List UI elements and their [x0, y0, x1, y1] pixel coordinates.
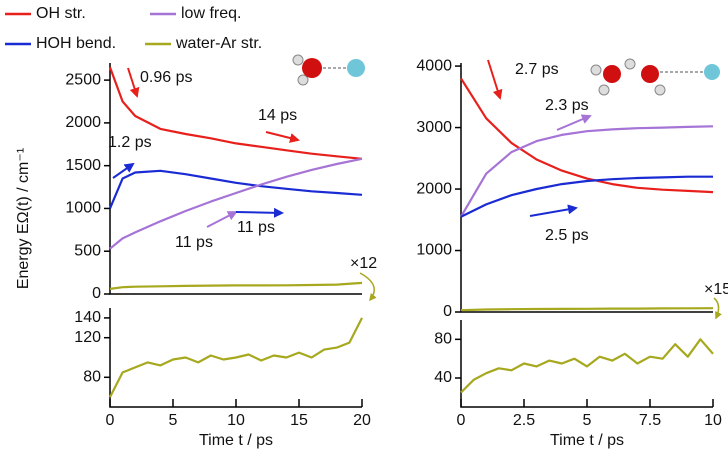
series-line [460, 77, 714, 194]
y-tick-label: 500 [74, 242, 101, 259]
x-tick-label: 10 [227, 412, 245, 429]
y-tick-label: 1500 [65, 157, 101, 174]
series-line [108, 66, 363, 160]
annotation-arrow [529, 204, 578, 217]
y-tick-label: 1000 [416, 242, 452, 259]
x-tick-label: 7.5 [639, 412, 661, 429]
annotation-arrow [265, 131, 300, 143]
axes [460, 320, 713, 408]
x-tick-label: 5 [583, 412, 592, 429]
series-line [460, 125, 714, 218]
annotation: 2.7 ps [515, 61, 559, 78]
y-tick-label: 0 [443, 303, 452, 320]
molecule-left [292, 54, 365, 86]
y-tick-label: 120 [74, 329, 101, 346]
series-line [108, 169, 363, 209]
y-tick-label: 2000 [416, 180, 452, 197]
y-tick-label: 80 [434, 331, 452, 348]
series-line [460, 338, 714, 394]
series-line [109, 281, 363, 290]
x-axis-label: Time t / ps [199, 432, 273, 449]
legend-label: low freq. [181, 5, 241, 22]
x-tick-label: 15 [290, 412, 308, 429]
annotation-arrow [487, 59, 503, 100]
x-tick-label: 10 [704, 412, 722, 429]
legend-label: HOH bend. [36, 35, 116, 52]
annotation: ×12 [350, 255, 377, 272]
x-axis-label: Time t / ps [550, 432, 624, 449]
y-tick-label: 4000 [416, 57, 452, 74]
annotation-arrow [713, 297, 722, 320]
y-tick-label: 2000 [65, 114, 101, 131]
y-tick-label: 80 [83, 369, 101, 386]
series-line [109, 317, 363, 398]
annotation: ×15 [704, 281, 728, 298]
x-tick-label: 20 [353, 412, 371, 429]
legend-label: OH str. [36, 5, 86, 22]
annotation-arrow [127, 67, 140, 98]
annotation: 11 ps [237, 219, 275, 236]
annotation-arrow [112, 162, 135, 179]
annotation-arrow [556, 114, 592, 131]
y-tick-label: 2500 [65, 71, 101, 88]
x-tick-label: 0 [106, 412, 115, 429]
y-tick-label: 140 [74, 309, 101, 326]
annotation-arrow [206, 211, 238, 228]
annotation: 1.2 ps [108, 134, 152, 151]
annotation: 14 ps [258, 107, 297, 124]
annotation: 2.3 ps [545, 97, 589, 114]
annotation: 2.5 ps [545, 227, 589, 244]
molecule-right [590, 58, 720, 96]
legend-label: water-Ar str. [175, 35, 262, 52]
x-tick-label: 0 [457, 412, 466, 429]
series-line [460, 175, 713, 218]
series-line [460, 307, 714, 312]
annotation: 11 ps [175, 234, 213, 251]
series-line [109, 157, 363, 250]
annotation-arrow [359, 272, 377, 302]
y-tick-label: 0 [92, 285, 101, 302]
axes [109, 63, 362, 295]
x-tick-label: 5 [169, 412, 178, 429]
y-tick-label: 40 [434, 369, 452, 386]
y-tick-label: 3000 [416, 119, 452, 136]
x-tick-label: 2.5 [513, 412, 535, 429]
y-axis-label: Energy EΩ(t) / cm⁻¹ [15, 148, 32, 289]
y-tick-label: 1000 [65, 200, 101, 217]
annotation: 0.96 ps [140, 69, 192, 86]
annotation-arrow [235, 207, 284, 218]
